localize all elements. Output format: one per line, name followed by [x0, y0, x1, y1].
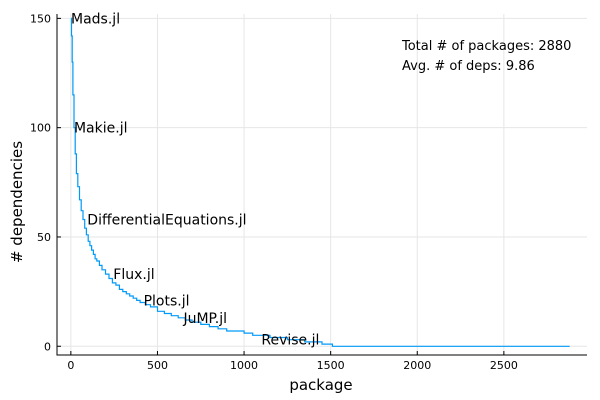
x-tick-label: 2500 [490, 359, 518, 372]
package-annotation: Flux.jl [113, 267, 154, 283]
x-tick-label: 2000 [403, 359, 431, 372]
y-axis-label: # dependencies [8, 141, 26, 263]
x-tick-label: 500 [147, 359, 168, 372]
y-tick-label: 150 [30, 12, 51, 25]
y-tick-label: 100 [30, 122, 51, 135]
x-tick-label: 1500 [317, 359, 345, 372]
grid [57, 14, 587, 355]
annotations: Mads.jl Makie.jl DifferentialEquations.jl F… [71, 11, 319, 348]
avg-deps-text: Avg. # of deps: 9.86 [402, 59, 535, 74]
package-annotation: DifferentialEquations.jl [87, 212, 246, 228]
package-annotation: JuMP.jl [182, 311, 227, 327]
x-axis-label: package [289, 376, 352, 394]
y-tick-label: 50 [37, 231, 51, 244]
total-packages-text: Total # of packages: 2880 [401, 39, 571, 54]
series [70, 17, 570, 347]
package-annotation: Mads.jl [71, 11, 120, 27]
x-tick-label: 1000 [230, 359, 258, 372]
tick-labels: 0 500 1000 1500 2000 2500 0 50 100 150 [30, 12, 518, 372]
package-annotation: Revise.jl [261, 333, 319, 349]
package-annotation: Plots.jl [144, 293, 190, 309]
x-tick-label: 0 [67, 359, 74, 372]
dependency-series-line [70, 17, 570, 347]
y-tick-label: 0 [44, 340, 51, 353]
package-annotation: Makie.jl [74, 121, 128, 137]
